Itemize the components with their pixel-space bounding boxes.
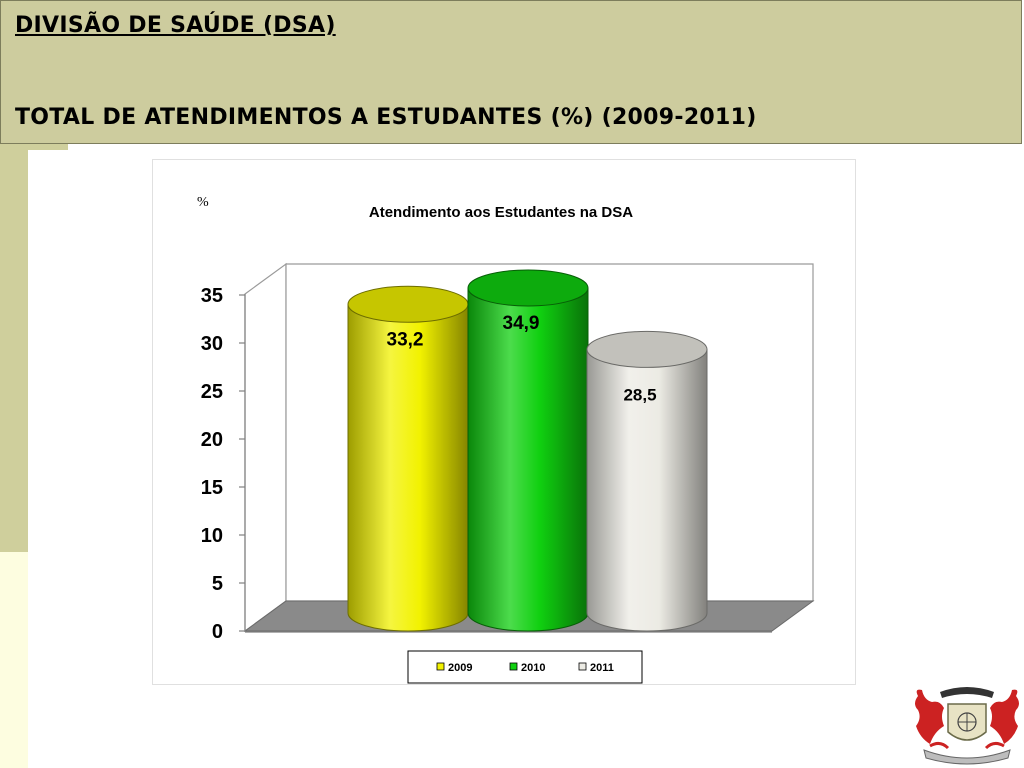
- unit-label: %: [197, 195, 209, 210]
- side-accent-tab: [28, 140, 68, 150]
- legend-label-2010: 2010: [521, 662, 545, 674]
- bar-2011: [586, 330, 708, 632]
- legend-box: [407, 650, 643, 684]
- legend-swatch-2010: [509, 662, 518, 671]
- bar-2009: [347, 285, 469, 632]
- y-tick-label: 15: [201, 477, 223, 499]
- bar-top: [467, 269, 589, 307]
- bar-body: [467, 287, 589, 632]
- legend-label-2009: 2009: [448, 662, 472, 674]
- y-tick-label: 25: [201, 381, 223, 403]
- value-label-2009: 33,2: [387, 329, 424, 350]
- legend-swatch-2011: [578, 662, 587, 671]
- bar-body: [586, 348, 708, 632]
- y-tick-label: 10: [201, 525, 223, 547]
- y-tick-label: 30: [201, 333, 223, 355]
- bar-top: [347, 285, 469, 323]
- chart-title: Atendimento aos Estudantes na DSA: [369, 204, 633, 221]
- y-tick-label: 0: [212, 621, 223, 643]
- side-accent-bar: [0, 140, 28, 552]
- chart-panel: % Atendimento aos Estudantes na DSA 0 5 10…: [152, 159, 856, 685]
- y-tick-label: 20: [201, 429, 223, 451]
- y-tick-label: 35: [201, 285, 223, 307]
- value-label-2011: 28,5: [623, 385, 656, 404]
- legend: 2009 2010 2011: [407, 650, 643, 684]
- y-tick-label: 5: [212, 573, 223, 595]
- legend-swatch-2009: [436, 662, 445, 671]
- side-wall: [244, 262, 287, 633]
- bar-body: [347, 303, 469, 632]
- slide-subtitle: TOTAL DE ATENDIMENTOS A ESTUDANTES (%) (…: [15, 105, 757, 130]
- bar-top: [586, 330, 708, 368]
- crest-logo: [915, 687, 1019, 765]
- legend-label-2011: 2011: [590, 662, 614, 674]
- slide-title: DIVISÃO DE SAÚDE (DSA): [15, 13, 336, 38]
- bar-2010: [467, 269, 589, 632]
- slide-header: DIVISÃO DE SAÚDE (DSA) TOTAL DE ATENDIME…: [0, 0, 1022, 144]
- bar-chart: % Atendimento aos Estudantes na DSA 0 5 10…: [197, 195, 815, 684]
- value-label-2010: 34,9: [503, 313, 540, 334]
